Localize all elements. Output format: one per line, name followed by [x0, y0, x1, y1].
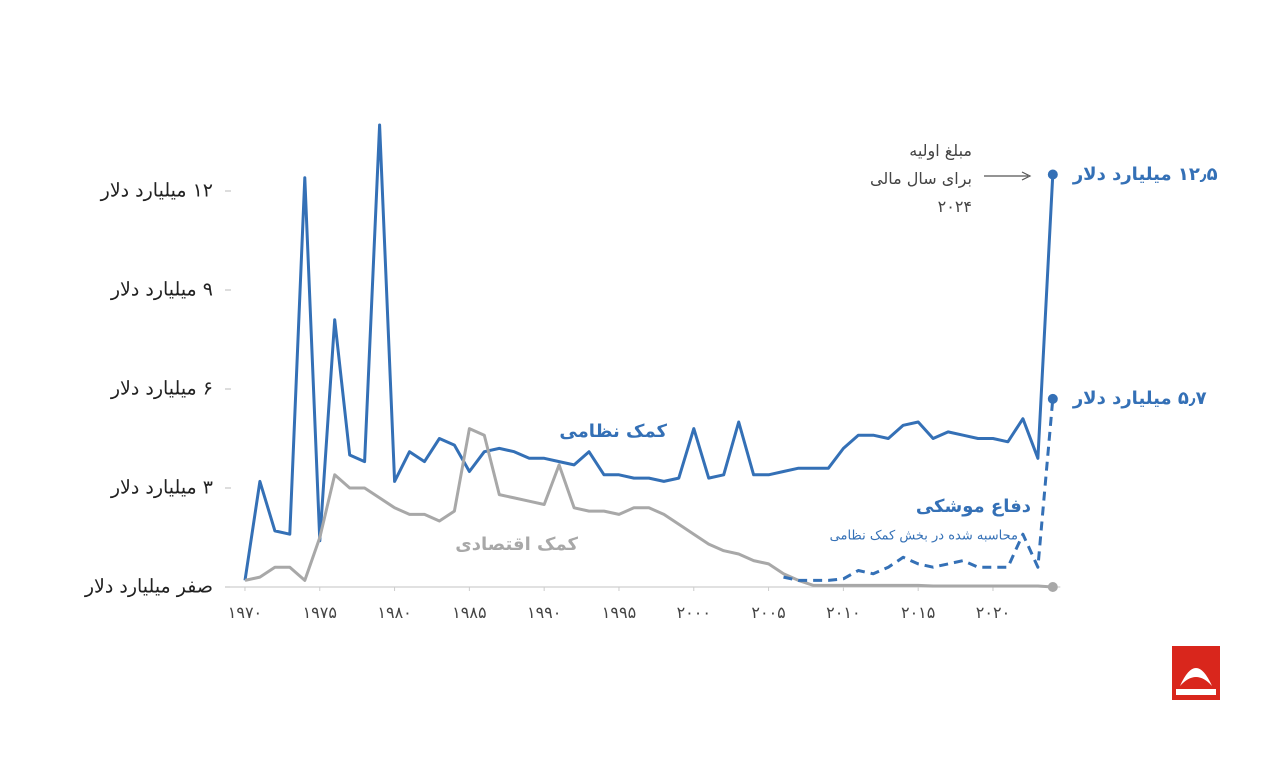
logo-mark	[1180, 668, 1212, 686]
end-dot	[1047, 393, 1058, 404]
logo-band	[1176, 689, 1216, 695]
x-tick-label: ۲۰۱۵	[900, 603, 936, 622]
end-dot	[1047, 169, 1058, 180]
series-line	[243, 123, 1055, 581]
x-tick-label: ۱۹۷۰	[227, 603, 263, 622]
x-tick-label: ۲۰۲۰	[975, 603, 1011, 622]
y-tick-label: ۳ میلیارد دلار	[110, 476, 213, 499]
logo	[1172, 646, 1220, 700]
annotation: ۲۰۲۴	[937, 197, 972, 216]
annotation-arrow-head	[1021, 171, 1032, 181]
series-line	[783, 398, 1055, 582]
y-tick-label: ۶ میلیارد دلار	[110, 377, 213, 400]
y-tick-label: صفر میلیارد دلار	[84, 575, 213, 598]
series-label: کمک نظامی	[559, 421, 667, 442]
series-note: محاسبه شده در بخش کمک نظامی	[829, 528, 1018, 544]
value-label: ۱۲٫۵ میلیارد دلار	[1072, 163, 1218, 185]
x-tick-label: ۱۹۷۵	[302, 603, 337, 622]
y-tick-label: ۱۲ میلیارد دلار	[100, 179, 213, 202]
x-tick-label: ۲۰۰۵	[751, 603, 786, 622]
value-label: ۵٫۷ میلیارد دلار	[1072, 387, 1207, 409]
x-tick-label: ۱۹۹۵	[601, 603, 637, 622]
y-tick-label: ۹ میلیارد دلار	[110, 278, 213, 301]
x-tick-label: ۱۹۸۰	[377, 603, 412, 622]
series-label: کمک اقتصادی	[455, 534, 578, 555]
annotation: مبلغ اولیه	[909, 141, 972, 160]
annotation: برای سال مالی	[870, 169, 972, 188]
x-tick-label: ۲۰۱۰	[826, 603, 861, 622]
x-tick-label: ۱۹۹۰	[526, 603, 562, 622]
x-tick-label: ۱۹۸۵	[452, 603, 487, 622]
x-tick-label: ۲۰۰۰	[676, 603, 711, 622]
series-line	[244, 427, 1053, 589]
end-dot	[1047, 582, 1058, 592]
series-label: دفاع موشکی	[915, 496, 1031, 517]
